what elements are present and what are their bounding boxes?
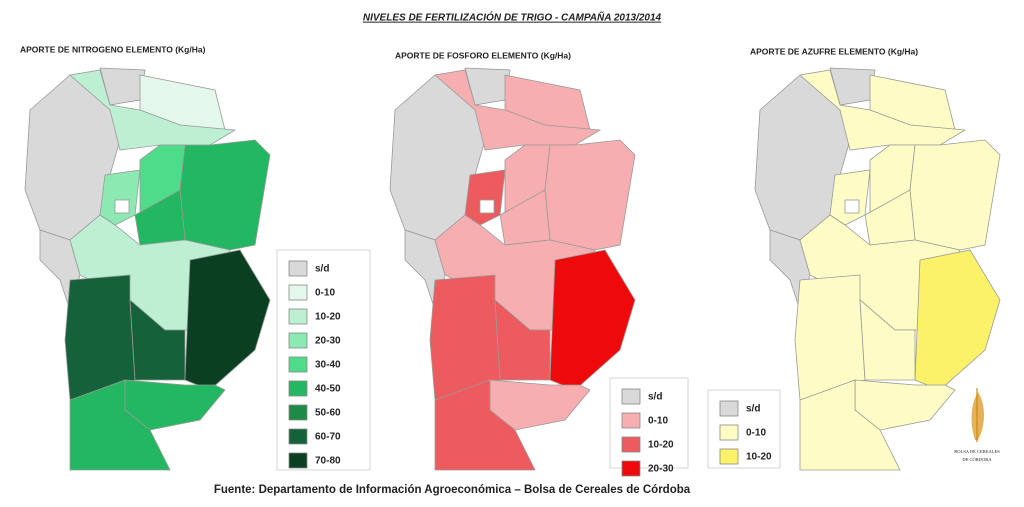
map: [754, 67, 1001, 471]
legend-label: 20-30: [315, 336, 341, 347]
legend-label: 10-20: [315, 312, 341, 323]
legend-label: s/d: [315, 264, 329, 275]
map-title: APORTE DE NITROGENO ELEMENTO (Kg/Ha): [20, 44, 206, 54]
logo: BOLSA DE CEREALES DE CÓRDOBA: [954, 388, 1000, 462]
legend: s/d 0-10 10-20: [707, 389, 781, 469]
legend-label: 70-80: [315, 456, 341, 467]
department: [434, 69, 602, 151]
legend-label: 10-20: [746, 452, 772, 463]
legend-swatch: [288, 332, 308, 349]
legend-swatch: [621, 436, 641, 453]
department: [799, 69, 967, 151]
logo-text: DE CÓRDOBA: [962, 457, 992, 462]
legend-swatch: [288, 356, 308, 373]
page-title: NIVELES DE FERTILIZACIÓN DE TRIGO - CAMP…: [363, 11, 662, 24]
legend-label: s/d: [746, 404, 760, 415]
department: [544, 139, 636, 251]
legend-swatch: [288, 452, 308, 469]
legend-label: 0-10: [648, 416, 668, 427]
source: Fuente: Departamento de Información Agro…: [214, 484, 691, 496]
department: [434, 379, 536, 471]
legend-swatch: [288, 260, 308, 277]
department: [859, 299, 916, 381]
department: [494, 299, 551, 381]
capital-marker: [479, 199, 495, 214]
department: [914, 249, 1001, 391]
department: [799, 379, 901, 471]
legend-label: 0-10: [746, 428, 766, 439]
legend-swatch: [288, 404, 308, 421]
legend-swatch: [288, 284, 308, 301]
legend: s/d 0-10 10-20 20-30: [609, 377, 689, 477]
legend-label: 10-20: [648, 440, 674, 451]
capital-marker: [114, 199, 130, 214]
legend-swatch: [719, 400, 739, 417]
logo-text: BOLSA DE CEREALES: [954, 449, 1000, 454]
department: [909, 139, 1001, 251]
legend-label: 60-70: [315, 432, 341, 443]
capital-marker: [844, 199, 860, 214]
map-title: APORTE DE AZUFRE ELEMENTO (Kg/Ha): [750, 46, 918, 56]
department: [179, 139, 271, 251]
legend-swatch: [621, 412, 641, 429]
legend-label: 20-30: [648, 464, 674, 475]
legend-swatch: [288, 308, 308, 325]
legend-label: 40-50: [315, 384, 341, 395]
legend-label: 50-60: [315, 408, 341, 419]
legend-swatch: [288, 380, 308, 397]
legend-swatch: [719, 424, 739, 441]
department: [129, 299, 186, 381]
legend-swatch: [621, 460, 641, 477]
legend-swatch: [621, 388, 641, 405]
legend-label: 30-40: [315, 360, 341, 371]
map-title: APORTE DE FOSFORO ELEMENTO (Kg/Ha): [395, 50, 571, 60]
department: [69, 69, 237, 151]
department: [464, 169, 506, 226]
department: [69, 379, 171, 471]
legend: s/d 0-10 10-20 20-30 30-40 40-50 50-60 60-70 70-…: [276, 249, 371, 471]
department: [99, 169, 141, 226]
legend-swatch: [288, 428, 308, 445]
department: [184, 249, 271, 391]
map: [389, 67, 636, 471]
legend-swatch: [719, 448, 739, 465]
department: [549, 249, 636, 391]
map: [24, 67, 271, 471]
legend-label: 0-10: [315, 288, 335, 299]
department: [829, 169, 871, 226]
legend-label: s/d: [648, 392, 662, 403]
